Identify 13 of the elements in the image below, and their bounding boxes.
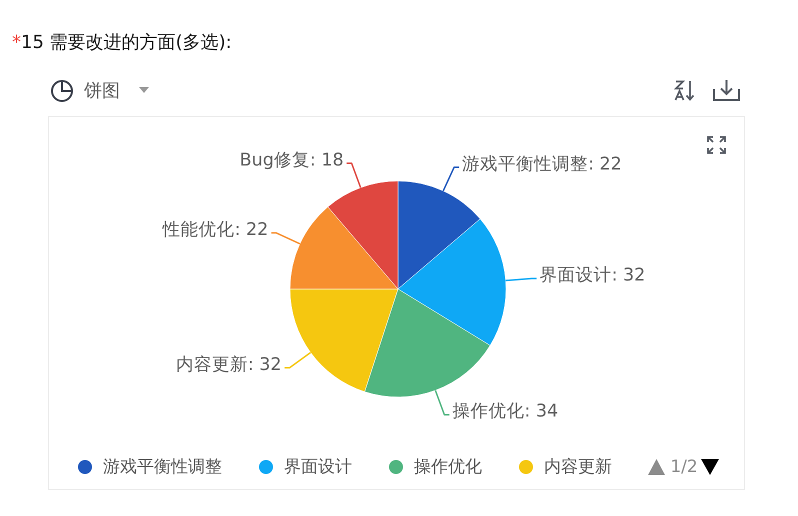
slice-label: Bug修复: 18 [240, 150, 344, 170]
legend-label: 界面设计 [284, 457, 352, 477]
text: 1/2 [670, 457, 698, 477]
slice-label: 性能优化: 22 [162, 220, 268, 240]
category-label: 游戏平衡性调整: 22 [462, 154, 622, 174]
text: 饼图 [83, 80, 120, 102]
chart-title: *15 需要改进的方面(多选): [12, 32, 232, 52]
category-label: 操作优化: 34 [452, 402, 558, 422]
legend-label: 内容更新 [544, 457, 612, 477]
legend-label: 操作优化 [414, 457, 482, 477]
category-label: 界面设计: 32 [540, 265, 646, 286]
category-label: 内容更新: 32 [176, 354, 282, 375]
legend-label: 游戏平衡性调整 [103, 457, 222, 477]
